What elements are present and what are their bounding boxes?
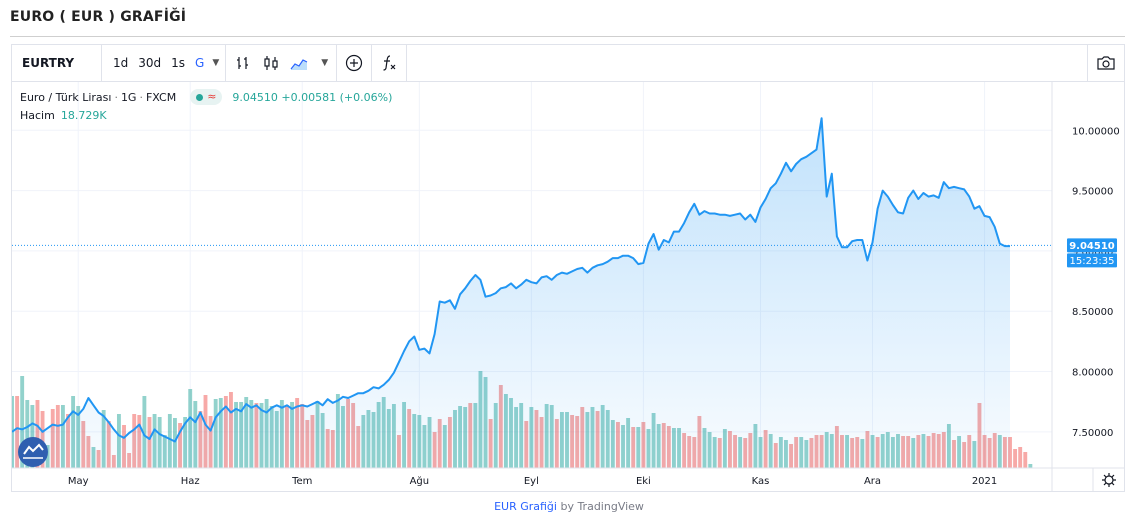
volume-value: 18.729K xyxy=(60,109,107,122)
legend-interval: 1G xyxy=(120,90,137,104)
chart-style-group: ▼ xyxy=(226,45,338,81)
x-tick-label: Haz xyxy=(181,476,200,487)
interval-group: 1d 30d 1s G ▼ xyxy=(102,45,227,81)
y-tick-label: 9.50000 xyxy=(1072,187,1113,198)
tradingview-logo[interactable] xyxy=(18,437,48,467)
chart-widget: EURTRY 1d 30d 1s G ▼ ▼ xyxy=(11,44,1125,492)
volume-bar xyxy=(20,376,25,468)
symbol-search-button[interactable]: EURTRY xyxy=(12,45,102,81)
x-tick-label: May xyxy=(68,476,89,487)
price-label: 9.04510 15:23:35 xyxy=(1067,238,1117,268)
interval-g-button[interactable]: G xyxy=(195,56,205,70)
compare-icon[interactable] xyxy=(345,54,363,72)
volume-legend: Hacim 18.729K xyxy=(20,109,107,122)
bar-countdown: 15:23:35 xyxy=(1070,256,1115,267)
price-line xyxy=(12,117,1010,443)
y-tick-label: 8.00000 xyxy=(1072,368,1113,379)
volume-bar xyxy=(142,396,147,468)
symbol-chart-link[interactable]: EUR Grafiği xyxy=(494,500,557,513)
last-price-value: 9.04510 xyxy=(1069,241,1115,252)
compare-group xyxy=(337,45,373,81)
chart-legend: Euro / Türk Lirası · 1G · FXCM ≈ 9.04510… xyxy=(20,89,393,105)
x-tick-label: Eyl xyxy=(524,476,539,487)
legend-change-pct: (+0.06%) xyxy=(339,90,393,104)
indicators-icon[interactable] xyxy=(234,54,252,72)
area-style-icon[interactable] xyxy=(290,54,308,72)
y-tick-label: 7.50000 xyxy=(1072,428,1113,439)
market-status-badge[interactable]: ≈ xyxy=(190,89,223,105)
settings-icon[interactable] xyxy=(1102,473,1116,487)
x-tick-label: Eki xyxy=(636,476,651,487)
caret-down-icon[interactable]: ▼ xyxy=(212,58,220,68)
chart-toolbar: EURTRY 1d 30d 1s G ▼ ▼ xyxy=(12,45,1124,82)
legend-source: FXCM xyxy=(145,90,177,104)
x-tick-label: Ağu xyxy=(410,475,430,487)
price-area xyxy=(12,118,1010,468)
x-tick-label: Tem xyxy=(291,476,312,487)
x-tick-label: 2021 xyxy=(972,476,997,487)
interval-1s-button[interactable]: 1s xyxy=(171,56,186,70)
volume-bar xyxy=(1028,464,1033,468)
price-chart[interactable]: 7.500008.000008.500009.000009.5000010.00… xyxy=(12,82,1124,491)
x-tick-label: Kas xyxy=(752,476,770,487)
page-title: EURO ( EUR ) GRAFİĞİ xyxy=(10,9,187,25)
x-tick-label: Ara xyxy=(864,476,881,487)
volume-label: Hacim xyxy=(20,109,55,122)
volume-bar xyxy=(1018,447,1023,468)
tradingview-credit: by TradingView xyxy=(560,500,644,513)
formula-icon[interactable] xyxy=(380,54,398,72)
legend-symbol-name: Euro / Türk Lirası xyxy=(20,90,112,104)
volume-bar xyxy=(1013,449,1018,468)
attribution-footer: EUR Grafiği by TradingView xyxy=(0,500,1138,513)
title-divider xyxy=(10,36,1125,37)
chart-style-caret-icon[interactable]: ▼ xyxy=(321,58,329,68)
formula-group xyxy=(372,45,408,81)
y-tick-label: 10.00000 xyxy=(1072,126,1120,137)
legend-change: +0.00581 xyxy=(281,90,337,104)
camera-icon xyxy=(1097,56,1115,70)
y-tick-label: 8.50000 xyxy=(1072,307,1113,318)
delayed-wave-icon: ≈ xyxy=(207,90,217,103)
candles-icon[interactable] xyxy=(262,54,280,72)
snapshot-button[interactable] xyxy=(1087,45,1124,81)
interval-30d-button[interactable]: 30d xyxy=(138,56,162,70)
market-open-dot-icon xyxy=(196,93,204,101)
interval-1d-button[interactable]: 1d xyxy=(113,56,129,70)
volume-bar xyxy=(1023,452,1028,468)
legend-last-price: 9.04510 xyxy=(232,90,278,104)
